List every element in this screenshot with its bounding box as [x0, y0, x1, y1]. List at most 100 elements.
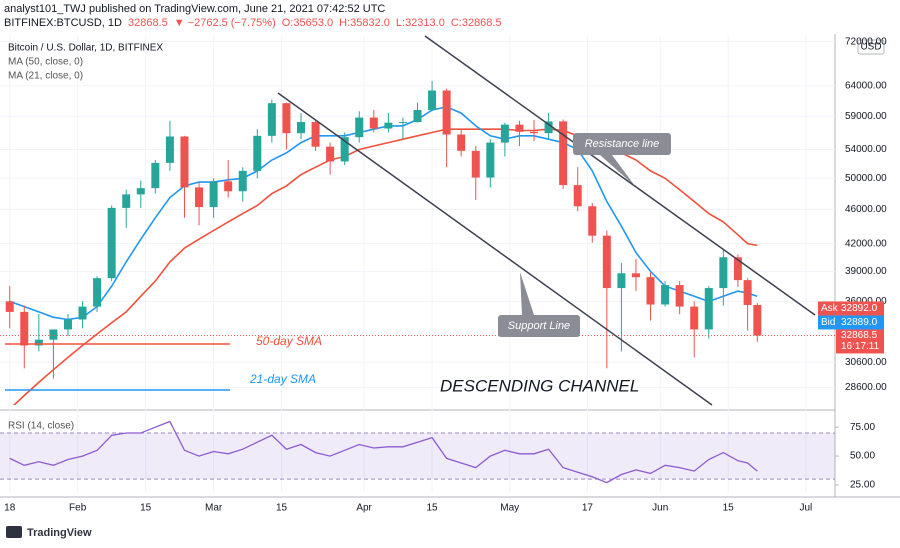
candle-body: [253, 135, 262, 171]
header-value: H:35832.0: [339, 17, 390, 29]
x-tick-label: 15: [140, 503, 152, 514]
candle-body: [107, 207, 116, 279]
y-tick-label: 54000.00: [845, 144, 887, 155]
candle-body: [602, 235, 611, 289]
price-plot: [0, 81, 835, 405]
candle-body: [743, 280, 752, 305]
annotation: DESCENDING CHANNEL: [440, 376, 639, 395]
candle-body: [209, 181, 218, 208]
candle-body: [719, 257, 728, 289]
candle-body: [544, 121, 553, 134]
annotation: Support Line: [508, 320, 570, 332]
symbol-info: BITFINEX:BTCUSD, 1D 32868.5 ▼ −2762.5 (−7.…: [4, 17, 502, 29]
candle-body: [151, 162, 160, 189]
y-tick-label: 46000.00: [845, 204, 887, 215]
header-value: C:32868.5: [451, 17, 502, 29]
countdown: 16:17:11: [841, 341, 880, 352]
candle-body: [753, 304, 762, 336]
x-tick-label: 18: [4, 503, 16, 514]
candle-body: [588, 206, 597, 236]
candle-body: [63, 319, 72, 330]
y-tick-label: 30600.00: [845, 357, 887, 368]
header-value: 32868.5: [128, 17, 168, 29]
y-tick-label: 39000.00: [845, 266, 887, 277]
candle-body: [5, 301, 14, 312]
y-tick-label: 59000.00: [845, 111, 887, 122]
annotation: 21-day SMA: [249, 372, 316, 386]
symbol-line: BITFINEX:BTCUSD, 1D 32868.5 ▼ −2762.5 (−7.…: [4, 17, 502, 29]
y-tick-label: 42000.00: [845, 238, 887, 249]
legend-entry: MA (50, close, 0): [8, 57, 83, 68]
footer-brand: TradingView: [27, 527, 92, 539]
candle-body: [267, 103, 276, 136]
candle-body: [486, 142, 495, 178]
resistance-line: [424, 35, 816, 316]
y-tick-label: 72000.00: [845, 36, 887, 47]
annotation: Resistance line: [585, 138, 660, 150]
candle-body: [384, 122, 393, 129]
candle-body: [195, 187, 204, 208]
candle-body: [20, 311, 29, 346]
header-value: BITFINEX:BTCUSD, 1D: [4, 17, 122, 29]
x-tick-label: Apr: [356, 503, 372, 514]
candle-body: [165, 136, 174, 163]
candle-body: [457, 134, 466, 151]
callout-pointer: [520, 272, 534, 315]
last-price-box: [836, 329, 884, 354]
x-tick-label: 15: [276, 503, 288, 514]
candle-body: [398, 122, 407, 124]
quote-price: 32889.0: [841, 317, 878, 328]
x-tick-label: 15: [723, 503, 735, 514]
grid: [0, 36, 835, 493]
candle-body: [733, 257, 742, 281]
callout-box: [573, 133, 671, 155]
chart-title: Bitcoin / U.S. Dollar, 1D, BITFINEX: [8, 43, 163, 54]
footer-logo: [6, 526, 22, 538]
candle-body: [78, 306, 87, 320]
candle-body: [617, 273, 626, 289]
moving-average: [12, 128, 758, 405]
candle-body: [49, 329, 58, 340]
candle-body: [413, 109, 422, 123]
currency-badge: [857, 39, 885, 55]
candle-body: [340, 137, 349, 162]
header-value: L:32313.0: [396, 17, 445, 29]
candle-body: [122, 194, 131, 208]
x-tick-label: Jul: [799, 503, 812, 514]
callout-pointer: [600, 155, 635, 186]
support-line: [277, 92, 713, 406]
rsi-tick-label: 75.00: [850, 422, 875, 433]
last-price-label: 32868.5: [841, 330, 878, 341]
candle-body: [34, 339, 43, 346]
candle-body: [471, 150, 480, 178]
quote-box: [818, 301, 884, 316]
candle-body: [296, 122, 305, 134]
rsi-panel: [0, 426, 839, 486]
axes: 72000.00 64000.00 59000.00 54000.00 50000.00…: [4, 36, 887, 513]
rsi-tick-label: 25.00: [850, 480, 875, 491]
quote-name: Ask: [821, 303, 839, 314]
annotation: 50-day SMA: [256, 334, 322, 348]
logo-icon: [6, 526, 22, 538]
x-tick-label: May: [500, 503, 519, 514]
candle-body: [224, 181, 233, 192]
candle-body: [311, 122, 320, 147]
candle-body: [442, 90, 451, 135]
x-tick-label: Jun: [652, 503, 668, 514]
candle-body: [428, 90, 437, 110]
candle-body: [631, 273, 640, 278]
x-tick-label: Mar: [205, 503, 223, 514]
candle-body: [704, 288, 713, 330]
candle-body: [646, 277, 655, 305]
header-value: O:35653.0: [282, 17, 333, 29]
candle-body: [326, 146, 335, 162]
callout-box: [498, 315, 580, 337]
currency: USD: [860, 42, 881, 53]
quote-price: 32892.0: [841, 303, 878, 314]
legend-entry: MA (21, close, 0): [8, 71, 83, 82]
candle-body: [355, 117, 364, 138]
candle-body: [573, 185, 582, 207]
candle-body: [559, 121, 568, 186]
rsi-tick-label: 50.00: [850, 451, 875, 462]
